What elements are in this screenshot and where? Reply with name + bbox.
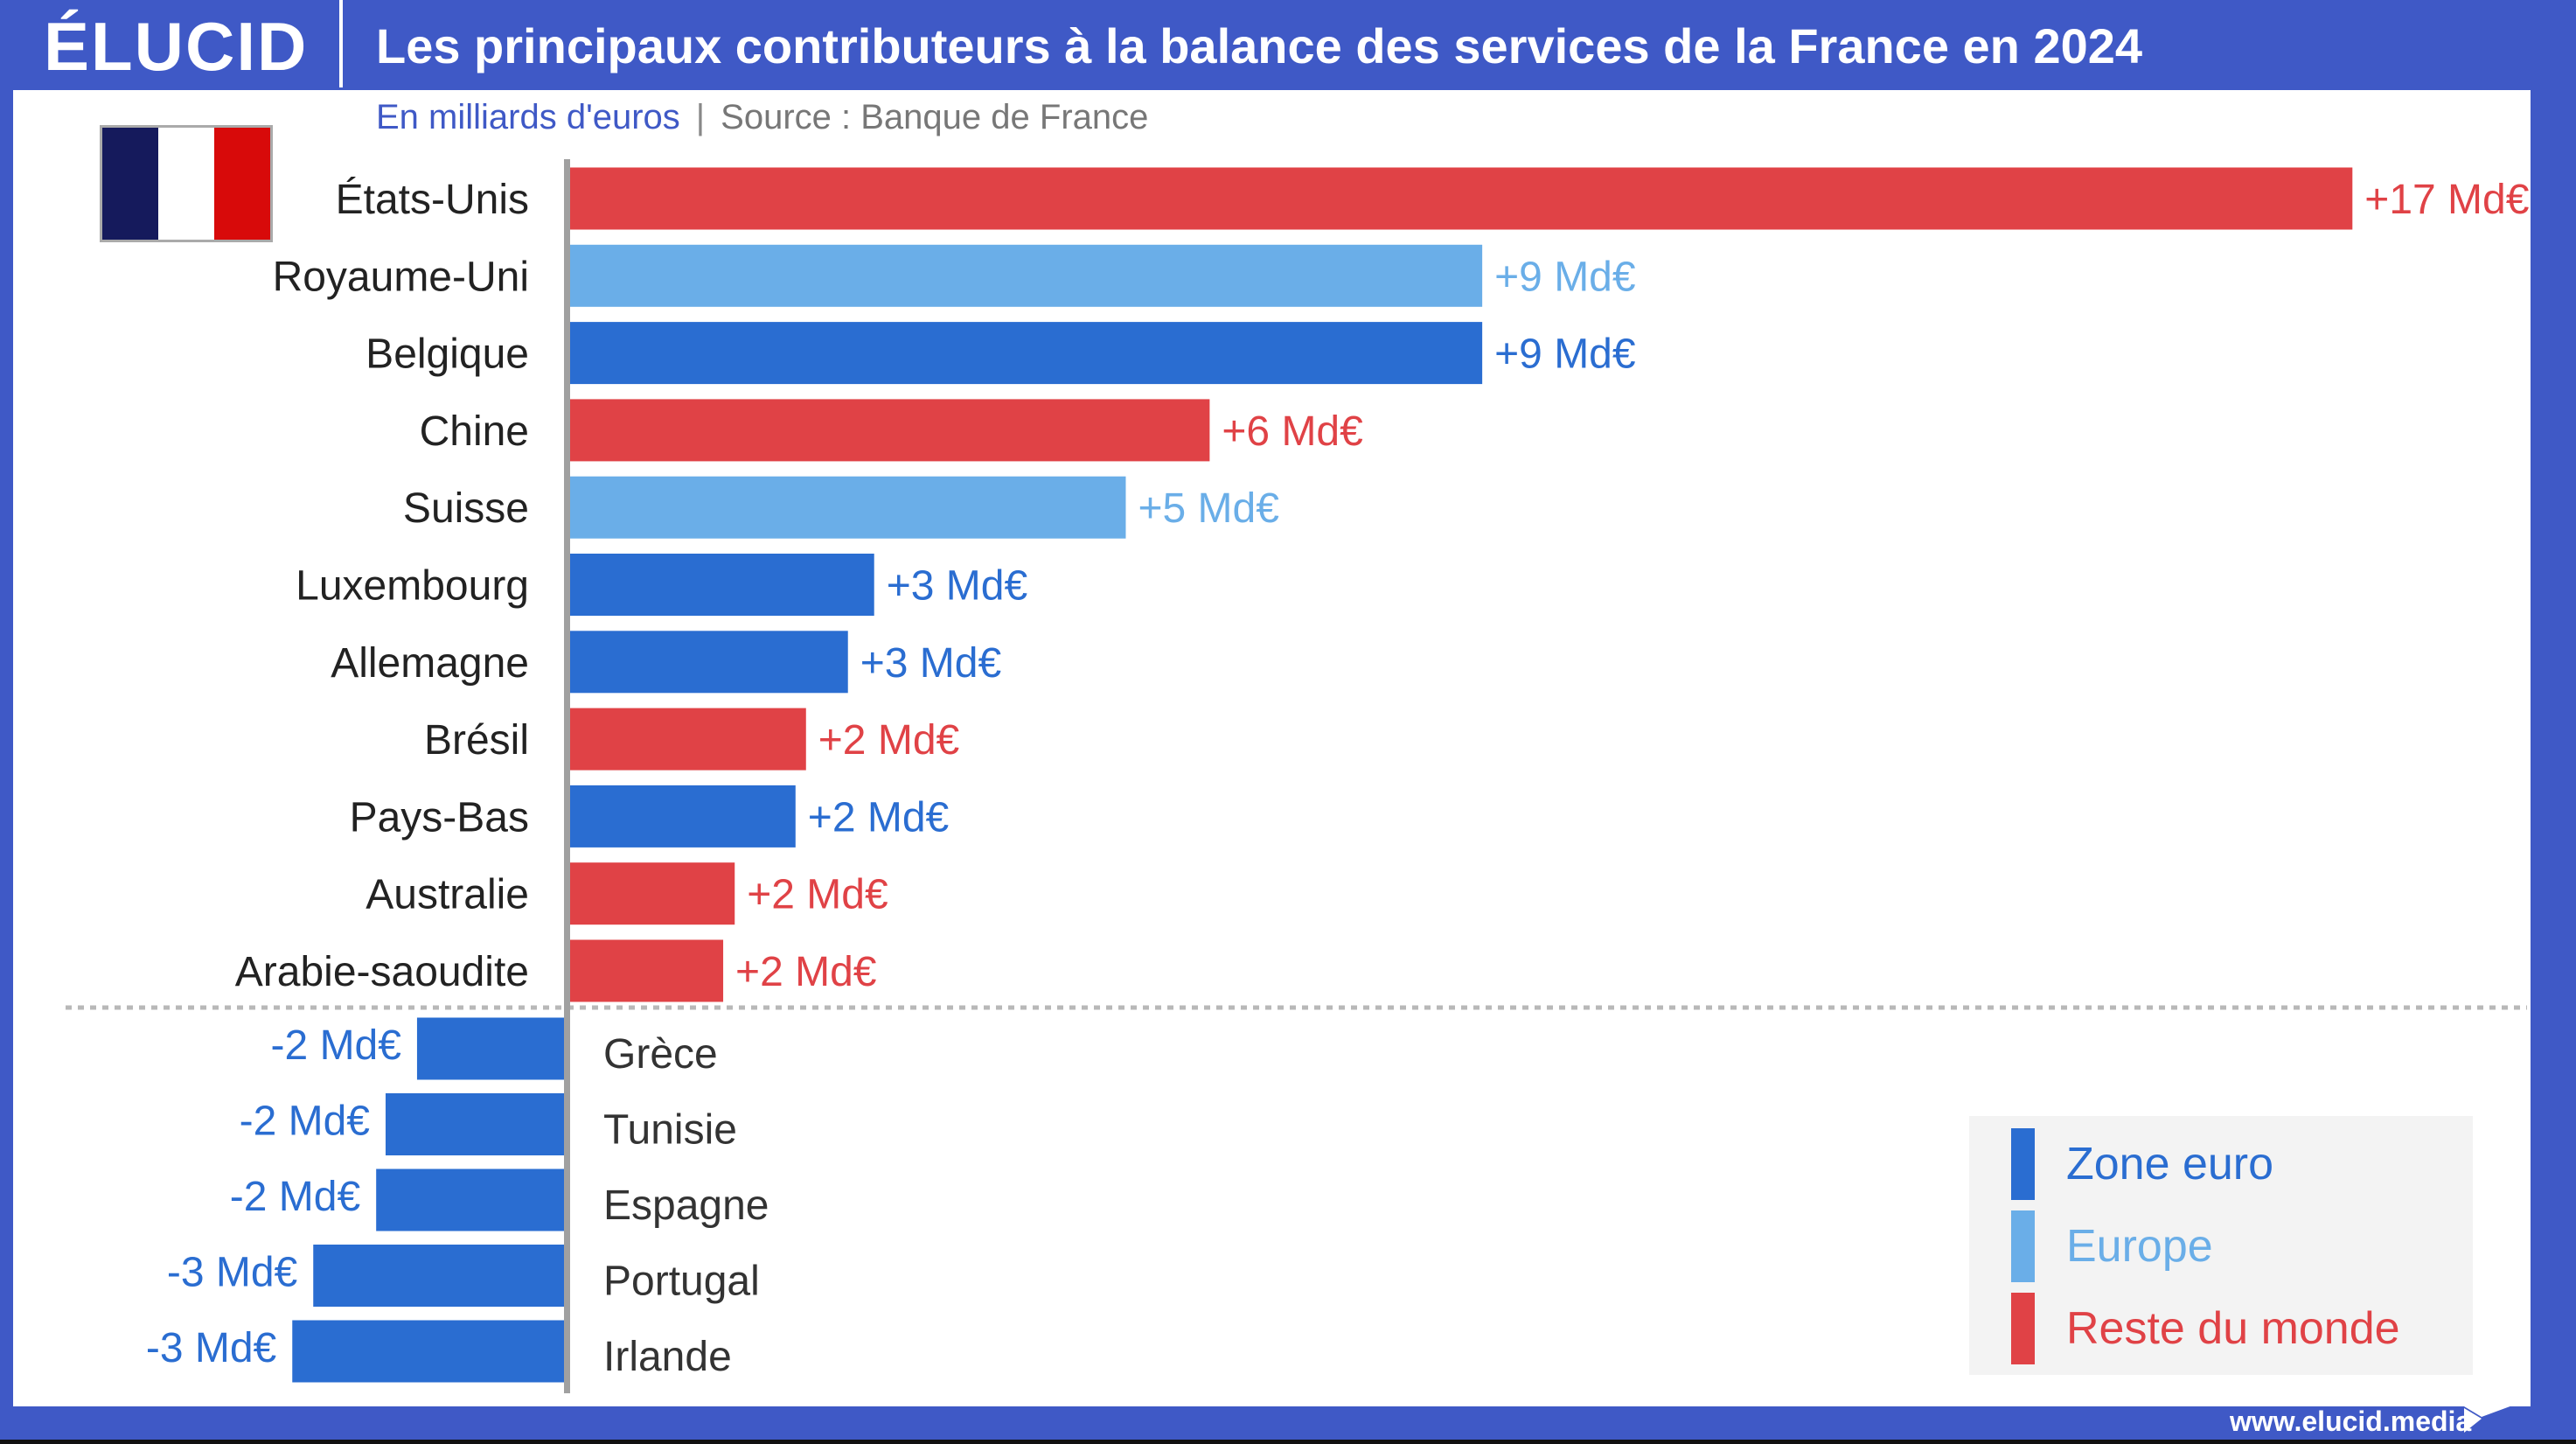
bottom-border (0, 1440, 2576, 1444)
elucid-mark-icon (2464, 1385, 2515, 1433)
value-label: +17 Md€ (2364, 177, 2529, 223)
value-label: +3 Md€ (887, 563, 1028, 610)
country-label: Royaume-Uni (273, 254, 529, 300)
country-label: Allemagne (331, 640, 529, 687)
bar (376, 1168, 570, 1231)
france-flag-icon (100, 125, 273, 242)
source-label: Source : Banque de France (721, 98, 1149, 136)
unit-label: En milliards d'euros (376, 98, 680, 136)
bar (570, 631, 848, 694)
value-label: +2 Md€ (747, 872, 888, 918)
legend-label-europe: Europe (2066, 1221, 2213, 1272)
bar (385, 1093, 570, 1155)
value-label: +9 Md€ (1494, 331, 1636, 378)
value-label: -3 Md€ (146, 1325, 277, 1371)
footer-url[interactable]: www.elucid.media (2230, 1406, 2472, 1437)
value-label: -2 Md€ (230, 1174, 361, 1220)
bar (313, 1245, 570, 1307)
bar (570, 244, 1483, 307)
country-label: Espagne (603, 1182, 769, 1229)
country-label: Australie (366, 872, 529, 918)
value-label: +5 Md€ (1138, 485, 1279, 532)
subtitle-separator: | (695, 98, 706, 136)
bar (570, 554, 874, 616)
bar (570, 785, 796, 848)
header-bar: ÉLUCID Les principaux contributeurs à la… (0, 0, 2576, 87)
flag-stripe-red (214, 128, 270, 240)
country-label: Luxembourg (296, 563, 529, 610)
value-label: -2 Md€ (240, 1099, 371, 1145)
legend-label-zone-euro: Zone euro (2066, 1139, 2274, 1189)
header-divider (339, 0, 343, 87)
country-label: Grèce (603, 1031, 718, 1078)
zero-axis (564, 159, 570, 1393)
bar (570, 708, 806, 771)
flag-stripe-blue (102, 128, 158, 240)
legend-label-reste-du-monde: Reste du monde (2066, 1303, 2400, 1354)
bar (570, 862, 735, 925)
flag-stripe-white (158, 128, 214, 240)
country-label: Tunisie (603, 1107, 737, 1154)
value-label: -3 Md€ (167, 1250, 298, 1296)
elucid-logo: ÉLUCID (44, 8, 309, 85)
bar (416, 1017, 570, 1080)
legend-item-reste-du-monde: Reste du monde (2011, 1293, 2400, 1364)
value-label: +2 Md€ (808, 794, 950, 841)
country-label: Irlande (603, 1334, 732, 1380)
legend-item-zone-euro: Zone euro (2011, 1128, 2273, 1200)
legend-swatch-zone-euro (2011, 1128, 2035, 1200)
value-label: +3 Md€ (860, 640, 1002, 687)
subtitle: En milliards d'euros | Source : Banque de … (376, 98, 1148, 137)
bar (570, 399, 1210, 462)
value-label: -2 Md€ (271, 1022, 402, 1069)
legend-item-europe: Europe (2011, 1210, 2213, 1282)
legend: Zone euro Europe Reste du monde (1969, 1116, 2473, 1375)
bar (570, 939, 724, 1002)
country-label: Chine (420, 408, 529, 455)
value-label: +2 Md€ (818, 717, 960, 764)
legend-swatch-reste-du-monde (2011, 1293, 2035, 1364)
page-title: Les principaux contributeurs à la balanc… (376, 18, 2143, 73)
country-label: Portugal (603, 1259, 760, 1305)
value-label: +6 Md€ (1222, 408, 1363, 455)
legend-swatch-europe (2011, 1210, 2035, 1282)
bar (570, 476, 1126, 539)
country-label: États-Unis (336, 177, 529, 223)
value-label: +9 Md€ (1494, 254, 1636, 300)
country-label: Suisse (403, 485, 529, 532)
bar (570, 167, 2353, 230)
country-label: Arabie-saoudite (235, 949, 529, 995)
country-label: Pays-Bas (350, 794, 529, 841)
bar (570, 322, 1483, 385)
value-label: +2 Md€ (735, 949, 877, 995)
bar (292, 1320, 570, 1383)
country-label: Belgique (366, 331, 529, 378)
country-label: Brésil (424, 717, 529, 764)
